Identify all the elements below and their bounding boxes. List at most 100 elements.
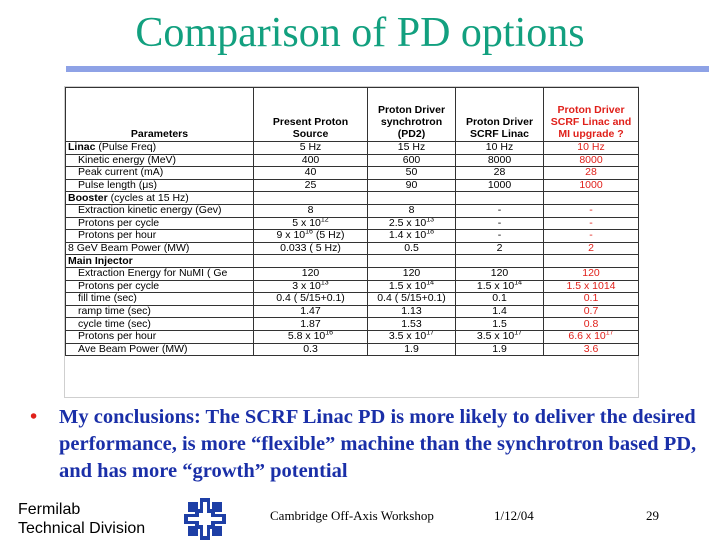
value-cell: 40 — [253, 166, 368, 180]
parameter-label: Main Injector — [65, 254, 254, 268]
table-row: Pulse length (μs) 25 90 1000 1000 — [65, 178, 639, 193]
slide-title: Comparison of PD options — [135, 10, 585, 56]
value-cell: 8 — [253, 203, 368, 218]
footer-org-line1: Fermilab — [18, 501, 81, 518]
value-cell: 1.9 — [455, 342, 544, 357]
parameter-label: cycle time (sec) — [65, 317, 254, 331]
value-cell — [455, 191, 544, 205]
parameter-label: Protons per hour — [65, 329, 254, 344]
title-underline — [66, 66, 709, 72]
value-cell: 120 — [253, 266, 368, 281]
table-row: Peak current (mA) 40 50 28 28 — [65, 166, 639, 180]
value-cell: 5.8 x 1016 — [253, 329, 368, 344]
value-cell: 1.9 — [367, 342, 456, 357]
value-cell — [455, 254, 544, 268]
value-cell: 3 x 1013 — [253, 279, 368, 294]
value-cell: 10 Hz — [455, 141, 544, 155]
value-cell: 1.5 — [455, 317, 544, 331]
value-cell: 1.47 — [253, 304, 368, 319]
comparison-table: Parameters Present Proton Source Proton … — [65, 87, 639, 357]
value-cell: 0.7 — [543, 304, 639, 319]
value-cell: - — [455, 203, 544, 218]
header-scrf-linac-mi-upgrade: Proton Driver SCRF Linac and MI upgrade … — [543, 87, 639, 142]
section-label: Main Injector — [68, 254, 133, 267]
conclusion-bullet: • My conclusions: The SCRF Linac PD is m… — [30, 404, 710, 485]
parameter-label: Extraction kinetic energy (Gev) — [65, 203, 254, 218]
table-row: fill time (sec) 0.4 ( 5/15+0.1) 0.4 ( 5/15… — [65, 292, 639, 306]
value-cell: 28 — [455, 166, 544, 180]
header-parameters: Parameters — [65, 87, 254, 142]
parameter-label: Extraction Energy for NuMI ( Ge — [65, 266, 254, 281]
parameter-label: ramp time (sec) — [65, 304, 254, 319]
table-row: cycle time (sec) 1.87 1.53 1.5 0.8 — [65, 317, 639, 331]
parameter-label: Pulse length (μs) — [65, 178, 254, 193]
value-cell: 1.5 x 1014 — [455, 279, 544, 294]
value-cell — [253, 191, 368, 205]
parameter-label: Protons per cycle — [65, 279, 254, 294]
parameter-label: Booster (cycles at 15 Hz) — [65, 191, 254, 205]
table-row: Ave Beam Power (MW) 0.3 1.9 1.9 3.6 — [65, 342, 639, 357]
footer-date: 1/12/04 — [494, 508, 534, 523]
value-cell: 0.1 — [543, 292, 639, 306]
value-cell: 1.5 x 1014 — [543, 279, 639, 294]
value-cell: 3.5 x 1017 — [455, 329, 544, 344]
value-cell: - — [455, 229, 544, 243]
footer-workshop: Cambridge Off-Axis Workshop — [270, 508, 434, 523]
table-row: Extraction Energy for NuMI ( Ge 120 120 120… — [65, 266, 639, 281]
parameter-label: Kinetic energy (MeV) — [65, 153, 254, 168]
conclusion-text: My conclusions: The SCRF Linac PD is mor… — [59, 406, 697, 482]
value-cell: 8000 — [543, 153, 639, 168]
value-cell: 3.5 x 1017 — [367, 329, 456, 344]
table-row: 8 GeV Beam Power (MW) 0.033 ( 5 Hz) 0.5 2 2 — [65, 241, 639, 256]
table-row: Linac (Pulse Freq) 5 Hz 15 Hz 10 Hz 10 Hz — [65, 141, 639, 155]
value-cell: 2.5 x 1013 — [367, 216, 456, 231]
value-cell: 1.5 x 1014 — [367, 279, 456, 294]
value-cell: 5 Hz — [253, 141, 368, 155]
value-cell: - — [543, 203, 639, 218]
value-cell: 0.1 — [455, 292, 544, 306]
value-cell: 9 x 1016 (5 Hz) — [253, 229, 368, 243]
value-cell: 0.8 — [543, 317, 639, 331]
value-cell: 600 — [367, 153, 456, 168]
value-cell: 0.5 — [367, 241, 456, 256]
value-cell: 1000 — [455, 178, 544, 193]
value-cell — [367, 191, 456, 205]
table-row: Extraction kinetic energy (Gev) 8 8- - — [65, 203, 639, 218]
parameter-label: Protons per cycle — [65, 216, 254, 231]
value-cell — [543, 191, 639, 205]
value-cell: 3.6 — [543, 342, 639, 357]
footer-page-number: 29 — [646, 508, 659, 523]
section-label: Linac — [68, 141, 96, 154]
table-row: Booster (cycles at 15 Hz) — [65, 191, 639, 205]
table-row: Protons per cycle 5 x 1012 2.5 x 1013- - — [65, 216, 639, 231]
value-cell: 1.87 — [253, 317, 368, 331]
fermilab-logo-icon — [184, 498, 226, 540]
value-cell — [253, 254, 368, 268]
parameter-label: Protons per hour — [65, 229, 254, 243]
table-row: Protons per hour 5.8 x 1016 3.5 x 1017 3.5 … — [65, 329, 639, 344]
comparison-table-container: Parameters Present Proton Source Proton … — [64, 86, 639, 398]
value-cell: - — [543, 216, 639, 231]
value-cell: 400 — [253, 153, 368, 168]
value-cell: 0.033 ( 5 Hz) — [253, 241, 368, 256]
table-row: Main Injector — [65, 254, 639, 268]
header-present-proton-source: Present Proton Source — [253, 87, 368, 142]
table-row: Kinetic energy (MeV) 400 600 8000 8000 — [65, 153, 639, 168]
parameter-label: Ave Beam Power (MW) — [65, 342, 254, 357]
value-cell: 6.6 x 1017 — [543, 329, 639, 344]
value-cell: 90 — [367, 178, 456, 193]
value-cell: 50 — [367, 166, 456, 180]
bullet-dot-icon: • — [30, 406, 38, 428]
parameter-label: Linac (Pulse Freq) — [65, 141, 254, 155]
value-cell — [543, 254, 639, 268]
header-scrf-linac: Proton Driver SCRF Linac — [455, 87, 544, 142]
parameter-label: 8 GeV Beam Power (MW) — [65, 241, 254, 256]
value-cell: 0.4 ( 5/15+0.1) — [367, 292, 456, 306]
section-label: Booster — [68, 191, 108, 204]
value-cell: 1.53 — [367, 317, 456, 331]
value-cell: - — [455, 216, 544, 231]
value-cell: 0.3 — [253, 342, 368, 357]
header-pd2-synchrotron: Proton Driver synchrotron (PD2) — [367, 87, 456, 142]
table-row: Protons per cycle 3 x 1013 1.5 x 1014 1.5 x… — [65, 279, 639, 294]
footer-organization: Fermilab Technical Division — [18, 500, 145, 538]
